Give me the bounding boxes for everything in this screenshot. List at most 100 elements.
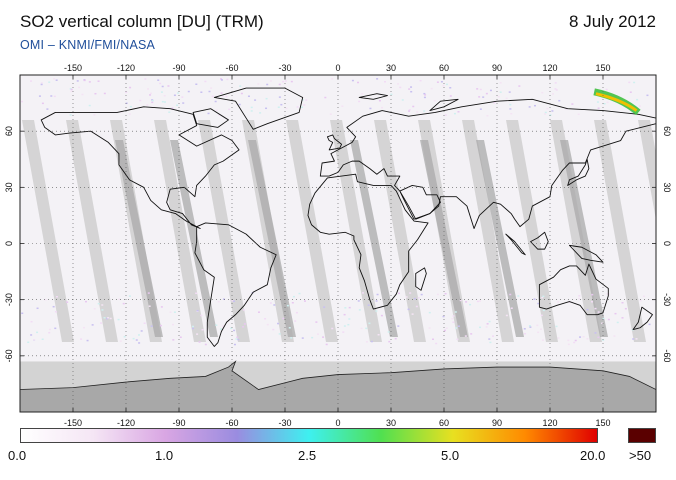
noise-pixel — [551, 110, 554, 112]
noise-pixel — [505, 314, 508, 317]
lon-tick-label-top: 30 — [386, 63, 396, 73]
noise-pixel — [88, 81, 91, 83]
noise-pixel — [144, 78, 147, 80]
noise-pixel — [159, 324, 162, 327]
noise-pixel — [509, 293, 512, 296]
noise-pixel — [358, 100, 361, 103]
noise-pixel — [204, 343, 207, 346]
noise-pixel — [301, 99, 304, 101]
noise-pixel — [44, 298, 47, 301]
noise-pixel — [509, 108, 512, 110]
noise-pixel — [146, 104, 149, 106]
noise-pixel — [377, 333, 380, 336]
colorbar-label-3: 5.0 — [441, 448, 460, 463]
noise-pixel — [614, 312, 617, 315]
noise-pixel — [606, 101, 609, 104]
noise-pixel — [476, 300, 479, 303]
noise-pixel — [541, 296, 544, 299]
noise-pixel — [78, 86, 81, 89]
noise-pixel — [30, 80, 33, 82]
noise-pixel — [192, 325, 195, 328]
lon-tick-label-top: -150 — [64, 63, 82, 73]
noise-pixel — [94, 92, 97, 95]
lon-tick-label-bottom: -120 — [117, 418, 135, 428]
noise-pixel — [455, 327, 458, 329]
noise-pixel — [269, 80, 272, 82]
borneo-outline — [530, 231, 549, 250]
noise-pixel — [93, 114, 96, 116]
noise-pixel — [27, 341, 30, 344]
noise-pixel — [300, 106, 303, 109]
noise-pixel — [602, 339, 605, 341]
noise-pixel — [401, 99, 404, 101]
lon-tick-label-top: 90 — [492, 63, 502, 73]
noise-pixel — [140, 330, 143, 332]
noise-pixel — [408, 110, 411, 112]
noise-pixel — [269, 302, 272, 304]
noise-pixel — [497, 95, 500, 98]
noise-pixel — [365, 327, 368, 330]
noise-pixel — [591, 293, 594, 296]
noise-pixel — [88, 104, 91, 107]
noise-pixel — [601, 322, 604, 325]
svalbard-outline — [358, 93, 388, 100]
noise-pixel — [161, 100, 164, 103]
noise-pixel — [586, 308, 589, 311]
noise-pixel — [217, 300, 220, 303]
noise-pixel — [147, 292, 150, 294]
noise-pixel — [420, 293, 423, 296]
noise-pixel — [163, 95, 166, 97]
noise-pixel — [277, 322, 280, 325]
noise-pixel — [603, 102, 606, 105]
noise-pixel — [478, 300, 481, 302]
noise-pixel — [93, 307, 96, 310]
noise-pixel — [348, 318, 351, 320]
noise-pixel — [109, 317, 112, 320]
north-america-outline — [40, 106, 240, 229]
noise-pixel — [574, 339, 577, 342]
noise-pixel — [50, 95, 53, 97]
noise-pixel — [138, 342, 141, 344]
noise-pixel — [284, 80, 287, 82]
noise-pixel — [416, 111, 419, 113]
lat-tick-label-left: 30 — [4, 182, 14, 192]
orbit-gap-stripe — [154, 120, 206, 342]
noise-pixel — [528, 106, 531, 108]
noise-pixel — [233, 300, 236, 303]
noise-pixel — [159, 82, 162, 85]
noise-pixel — [219, 78, 222, 80]
noise-pixel — [424, 94, 427, 96]
noise-pixel — [221, 95, 224, 97]
noise-pixel — [46, 108, 49, 110]
noise-pixel — [97, 302, 100, 305]
noise-pixel — [453, 112, 456, 115]
noise-pixel — [413, 297, 416, 300]
noise-pixel — [482, 96, 485, 98]
orbit-overlap-stripe — [560, 140, 608, 337]
orbit-gap-stripe — [506, 120, 558, 342]
noise-pixel — [376, 293, 379, 296]
lon-tick-label-bottom: -90 — [172, 418, 185, 428]
noise-pixel — [342, 331, 345, 333]
noise-pixel — [21, 312, 24, 315]
noise-pixel — [282, 317, 285, 320]
noise-pixel — [452, 321, 455, 323]
noise-pixel — [408, 88, 411, 90]
noise-pixel — [597, 311, 600, 313]
noise-pixel — [273, 304, 276, 306]
noise-pixel — [376, 78, 379, 80]
noise-pixel — [628, 81, 631, 84]
noise-pixel — [510, 112, 513, 115]
noise-pixel — [38, 95, 41, 97]
noise-pixel — [76, 80, 79, 82]
noise-pixel — [222, 298, 225, 300]
noise-pixel — [399, 86, 402, 89]
noise-pixel — [638, 105, 641, 107]
noise-pixel — [171, 107, 174, 110]
noise-pixel — [80, 338, 83, 340]
lat-tick-label-right: 60 — [662, 126, 672, 136]
noise-pixel — [301, 337, 304, 339]
noise-pixel — [445, 327, 448, 329]
noise-pixel — [254, 99, 257, 101]
japan-outline — [567, 158, 590, 186]
